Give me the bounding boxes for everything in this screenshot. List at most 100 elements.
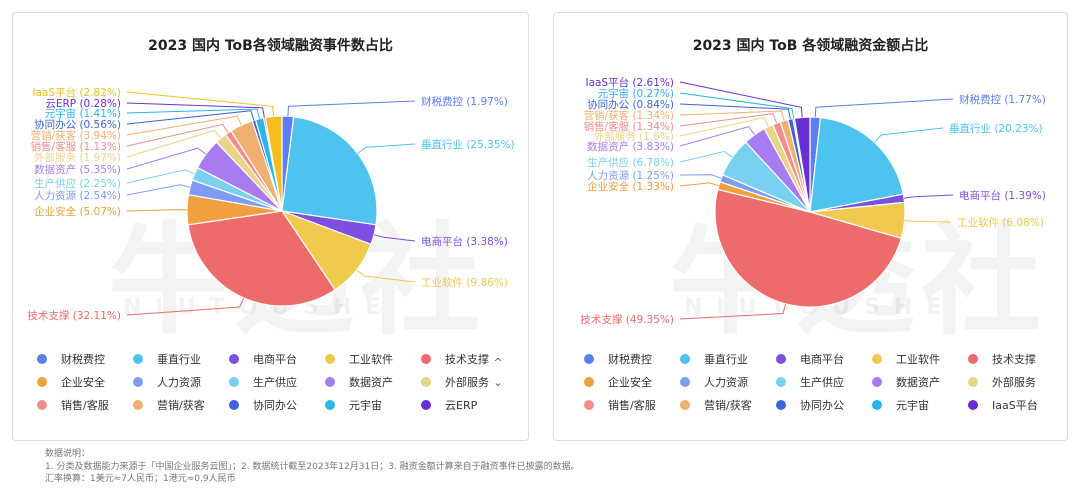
slice-label: 人力资源 (2.54%) (34, 189, 121, 202)
leader-line (287, 100, 416, 117)
slice-label: 企业安全 (1.33%) (587, 180, 674, 193)
legend-item[interactable]: 工业软件 (323, 351, 419, 367)
legend-swatch (229, 354, 239, 364)
slice-labels: 财税费控 (1.97%) 垂直行业 (25.35%) 电商平台 (3.38%) 工业软… (27, 86, 514, 322)
slice-label: 协同办公 (0.56%) (34, 118, 121, 131)
leader-line (814, 98, 954, 118)
leader-line (679, 303, 787, 320)
legend-swatch (37, 377, 47, 387)
slice-label: 外部服务 (1.6%) (594, 130, 674, 143)
slice-label: 电商平台 (1.39%) (959, 189, 1046, 202)
leader-line (126, 102, 265, 118)
legend-item[interactable]: 企业安全 (35, 374, 131, 390)
slice-label: 营销/获客 (3.94%) (31, 129, 121, 142)
legend-item[interactable]: 销售/客服 (35, 397, 131, 413)
notes-line: 1. 分类及数据能力来源于「中国企业服务云图」；2. 数据统计截至2023年12… (45, 461, 580, 472)
leader-line (126, 169, 195, 184)
slice-label: 营销/获客 (1.34%) (584, 109, 674, 122)
leader-line (126, 110, 255, 125)
legend-label: 企业安全 (608, 376, 652, 389)
legend-item[interactable]: 外部服务 (419, 374, 515, 390)
legend-item[interactable]: 云ERP (419, 397, 515, 413)
data-notes: 数据说明： 1. 分类及数据能力来源于「中国企业服务云图」；2. 数据统计截至2… (45, 448, 580, 486)
legend-item[interactable]: 元宇宙 (323, 397, 419, 413)
legend-item[interactable]: 工业软件 (870, 351, 966, 367)
legend-item[interactable]: 企业安全 (582, 374, 678, 390)
legend-item[interactable]: 生产供应 (227, 374, 323, 390)
legend-swatch (229, 400, 239, 410)
leader-line (679, 117, 769, 137)
pie-slice[interactable] (281, 116, 378, 226)
pie-slice[interactable] (187, 210, 336, 307)
pie-slice[interactable] (714, 188, 903, 308)
slice-label: 财税费控 (1.97%) (421, 95, 508, 108)
leader-line (126, 209, 188, 212)
leader-line (679, 92, 795, 119)
legend-label: 协同办公 (800, 399, 844, 412)
legend-item[interactable]: 协同办公 (774, 397, 870, 413)
legend-item[interactable]: 营销/获客 (678, 397, 774, 413)
legend-item[interactable]: 营销/获客 (131, 397, 227, 413)
legend-swatch (584, 377, 594, 387)
slice-label: 元宇宙 (0.27%) (598, 87, 674, 100)
slice-labels: 财税费控 (1.77%) 垂直行业 (20.23%) 电商平台 (1.39%) 工业软… (580, 76, 1045, 326)
legend-item[interactable]: 技术支撑 (419, 351, 515, 367)
legend-label: 生产供应 (800, 376, 844, 389)
legend-label: 垂直行业 (157, 353, 201, 366)
legend-item[interactable]: 生产供应 (774, 374, 870, 390)
legend-item[interactable]: 数据资产 (323, 374, 419, 390)
legend-prev-button[interactable]: ^ (493, 356, 503, 369)
legend-label: 财税费控 (608, 353, 652, 366)
slice-label: 工业软件 (9.86%) (421, 276, 508, 289)
leader-line (679, 182, 719, 187)
legend-swatch (872, 377, 882, 387)
legend-label: 营销/获客 (157, 399, 205, 412)
leader-line (126, 130, 222, 158)
legend-label: 生产供应 (253, 376, 297, 389)
chart-card-funding-amount: 牛透社 NIUTOUSHE 2023 国内 ToB 各领域融资金额占比 财税费控… (553, 12, 1068, 441)
legend-swatch (968, 400, 978, 410)
chart-title: 2023 国内 ToB 各领域融资金额占比 (692, 38, 929, 54)
legend-label: 数据资产 (349, 376, 393, 389)
leader-line (903, 194, 954, 199)
legend-item[interactable]: 外部服务 (966, 374, 1062, 390)
legend-label: 企业安全 (61, 376, 105, 389)
pie-slice[interactable] (809, 116, 905, 213)
legend-item[interactable]: 人力资源 (131, 374, 227, 390)
slice-label: 电商平台 (3.38%) (421, 235, 508, 248)
legend-item[interactable]: 电商平台 (227, 351, 323, 367)
legend-item[interactable]: 销售/客服 (582, 397, 678, 413)
legend-item[interactable]: 协同办公 (227, 397, 323, 413)
legend-item[interactable]: 财税费控 (35, 351, 131, 367)
legend-label: 电商平台 (253, 353, 297, 366)
slice-label: 技术支撑 (32.11%) (27, 309, 121, 322)
pie-slice[interactable] (793, 116, 811, 213)
legend-label: 云ERP (445, 399, 478, 412)
legend-item[interactable]: 垂直行业 (678, 351, 774, 367)
legend-next-button[interactable]: ⌄ (493, 376, 503, 389)
slice-label: IaaS平台 (2.61%) (585, 76, 674, 89)
legend-swatch (872, 400, 882, 410)
legend-item[interactable]: 元宇宙 (870, 397, 966, 413)
slice-label: 协同办公 (0.84%) (587, 98, 674, 111)
legend-item[interactable]: 人力资源 (678, 374, 774, 390)
legend-item[interactable]: IaaS平台 (966, 397, 1062, 413)
slice-label: 财税费控 (1.77%) (959, 93, 1046, 106)
leader-line (126, 108, 260, 119)
legend-swatch (37, 400, 47, 410)
legend-label: 销售/客服 (61, 399, 109, 412)
legend-item[interactable]: 财税费控 (582, 351, 678, 367)
legend-swatch (872, 354, 882, 364)
legend-item[interactable]: 电商平台 (774, 351, 870, 367)
legend-item[interactable]: 垂直行业 (131, 351, 227, 367)
legend-swatch (584, 354, 594, 364)
slice-label: IaaS平台 (2.82%) (32, 86, 121, 99)
slice-label: 数据资产 (3.83%) (587, 140, 674, 153)
legend-item[interactable]: 数据资产 (870, 374, 966, 390)
legend-swatch (968, 354, 978, 364)
legend-label: 数据资产 (896, 376, 940, 389)
legend-swatch (421, 354, 431, 364)
leader-line (357, 143, 416, 154)
slice-label: 生产供应 (6.78%) (587, 156, 674, 169)
legend-item[interactable]: 技术支撑 (966, 351, 1062, 367)
